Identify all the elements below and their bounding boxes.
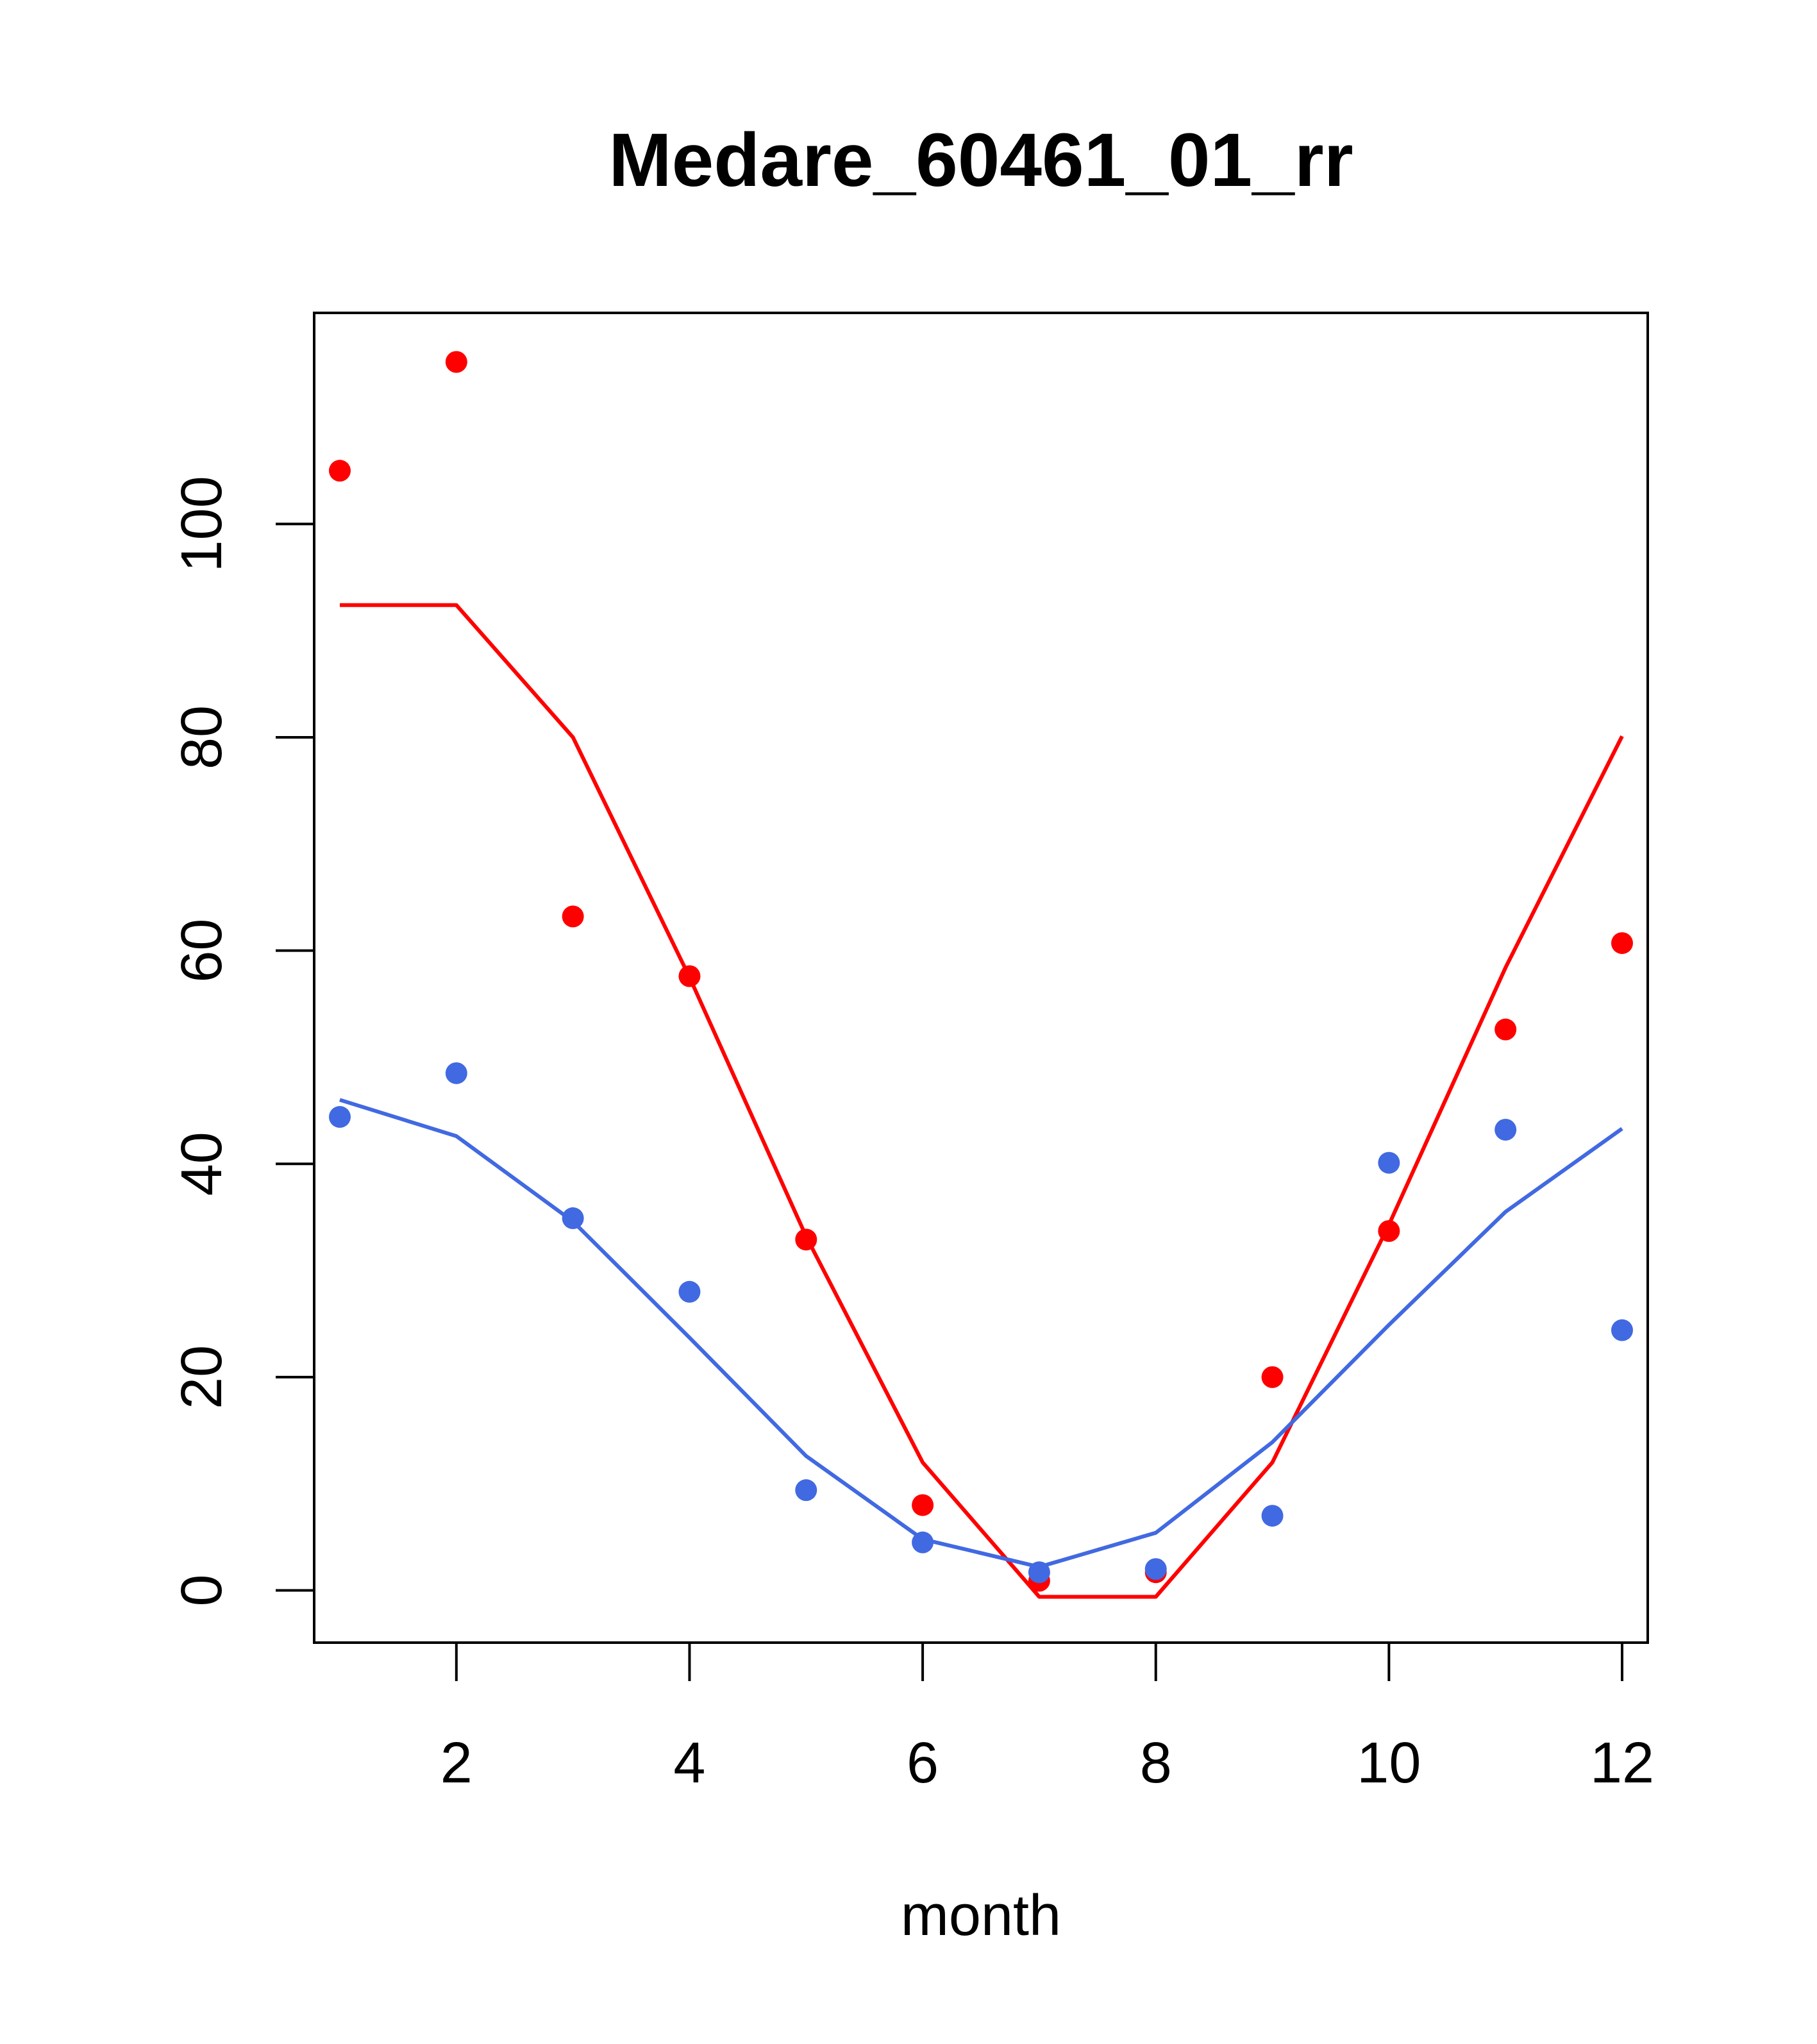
blue-points-point [445,1062,467,1084]
blue-points-point [678,1280,701,1303]
red-points-point [329,460,351,482]
red-line-path [340,603,1624,1599]
blue-points-point [1144,1558,1167,1580]
red-points-point [562,905,584,928]
blue-points-point [562,1207,584,1230]
blue-points-point [1378,1152,1400,1174]
blue-line-path [339,1098,1623,1569]
y-tick-label: 80 [170,705,234,769]
y-tick-label: 60 [170,919,234,983]
x-tick-label: 6 [907,1731,939,1795]
blue-points-point [795,1479,817,1502]
x-tick-label: 10 [1357,1731,1421,1795]
y-tick-label: 20 [170,1345,234,1409]
x-axis: 2 4 6 8 10 12 [440,1641,1654,1795]
y-tick-label: 0 [170,1574,234,1606]
blue-points-point [1261,1505,1284,1527]
blue-points-point [1495,1119,1517,1141]
red-points-point [1495,1018,1517,1041]
red-points-point [912,1494,934,1516]
x-tick-label: 4 [673,1731,705,1795]
plot-frame [313,312,1649,1644]
red-points-point [445,351,467,373]
series-layer [329,351,1633,1599]
y-tick-label: 40 [170,1132,234,1196]
x-tick-label: 2 [440,1731,473,1795]
red-points-point [1261,1366,1284,1388]
x-axis-label: month [901,1884,1061,1948]
red-points-point [1611,932,1633,954]
chart-title: Medare_60461_01_rr [608,118,1353,203]
y-tick-label: 100 [170,476,234,572]
blue-points-point [329,1106,351,1128]
y-axis: 0 20 40 60 80 100 [170,476,315,1607]
x-tick-label: 12 [1590,1731,1654,1795]
blue-points-point [1611,1319,1633,1341]
x-tick-label: 8 [1140,1731,1172,1795]
